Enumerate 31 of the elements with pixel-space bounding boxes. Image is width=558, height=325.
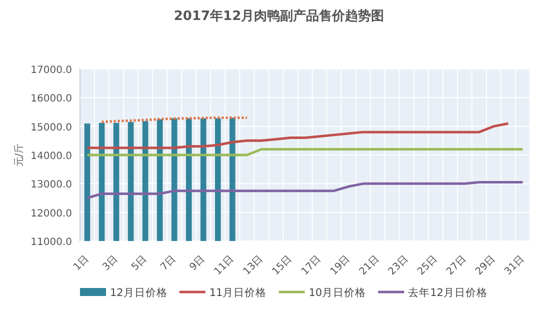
x-tick-label: 27日 (444, 254, 469, 278)
x-tick-label: 11日 (212, 254, 236, 278)
legend-label: 11月日价格 (209, 287, 267, 299)
legend-label: 10月日价格 (308, 287, 366, 299)
x-tick-label: 19日 (328, 254, 352, 278)
x-tick-label: 31日 (502, 254, 527, 278)
y-axis-title: 元/斤 (13, 143, 25, 167)
x-tick-label: 3日 (100, 254, 120, 273)
x-tick-label: 17日 (300, 254, 324, 278)
x-tick-label: 21日 (358, 254, 382, 278)
legend-label: 去年12月日价格 (408, 286, 488, 299)
x-tick-label: 29日 (474, 254, 498, 278)
y-tick-label: 13000.0 (30, 180, 72, 191)
y-tick-label: 14000.0 (30, 151, 72, 162)
y-tick-label: 12000.0 (30, 208, 72, 220)
chart-title: 2017年12月肉鸭副产品售价趋势图 (174, 8, 384, 24)
x-tick-label: 5日 (130, 254, 150, 273)
x-tick-label: 9日 (188, 254, 208, 273)
legend-label: 12月日价格 (110, 287, 168, 299)
x-tick-label: 15日 (270, 254, 294, 278)
x-tick-label: 23日 (386, 254, 410, 278)
y-tick-label: 15000.0 (30, 122, 72, 134)
x-tick-label: 13日 (241, 254, 266, 278)
y-tick-label: 16000.0 (30, 94, 72, 105)
line-series (86, 122, 510, 150)
y-tick-label: 11000.0 (30, 237, 72, 248)
x-tick-label: 7日 (158, 254, 178, 273)
line-series (86, 180, 524, 200)
x-tick-label: 25日 (416, 254, 440, 278)
x-tick-label: 1日 (72, 254, 92, 273)
y-tick-label: 17000.0 (30, 65, 72, 76)
